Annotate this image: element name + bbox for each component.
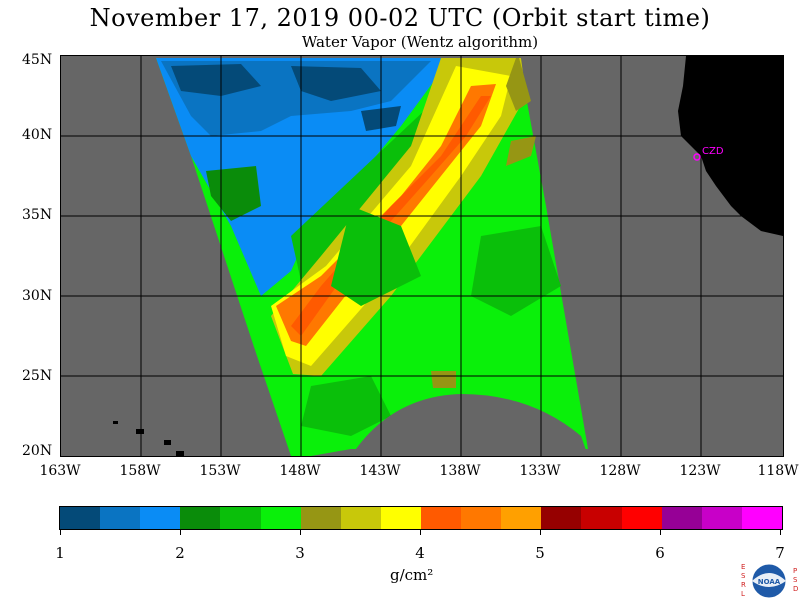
logo-letter-d: D <box>793 585 798 593</box>
colorbar-swatch-7 <box>300 507 341 529</box>
lon-label-123w: 123W <box>679 463 721 479</box>
north-america-land <box>678 56 783 236</box>
olive-patch-1 <box>506 58 531 111</box>
olive-patch-2 <box>506 136 536 166</box>
colorbar-tickmark <box>180 529 181 535</box>
map-title: November 17, 2019 00-02 UTC (Orbit start… <box>89 4 711 32</box>
lon-label-118w: 118W <box>757 463 799 479</box>
colorbar-swatch-1 <box>60 507 101 529</box>
colorbar-tickmark <box>780 529 781 535</box>
colorbar-tickmark <box>300 529 301 535</box>
noaa-logo: NOAA E S R L P S D <box>738 555 800 600</box>
colorbar-tickmark <box>60 529 61 535</box>
deep-blue-patch-2 <box>291 66 381 101</box>
colorbar-swatch-13 <box>541 507 582 529</box>
colorbar-tick-2: 2 <box>175 544 185 562</box>
lat-label-30n: 30N <box>22 288 53 304</box>
station-label: CZD <box>702 146 724 157</box>
lat-label-25n: 25N <box>22 368 53 384</box>
colorbar-tickmark <box>660 529 661 535</box>
lat-label-35n: 35N <box>22 207 53 223</box>
logo-letter-p: P <box>793 567 797 575</box>
colorbar-tick-1: 1 <box>55 544 65 562</box>
lon-label-158w: 158W <box>119 463 161 479</box>
lon-label-133w: 133W <box>519 463 561 479</box>
colorbar-swatch-8 <box>340 507 381 529</box>
station-marker <box>693 153 701 161</box>
map-canvas: CZD <box>61 56 783 456</box>
logo-letter-r: R <box>741 581 746 589</box>
hawaii-island-3 <box>164 440 171 445</box>
colorbar-tick-6: 6 <box>655 544 665 562</box>
deep-blue-patch-1 <box>171 64 261 96</box>
colorbar <box>59 506 783 530</box>
green-patch-3 <box>301 376 391 436</box>
colorbar-swatch-10 <box>420 507 462 529</box>
olive-patch-3 <box>431 371 456 388</box>
colorbar-tickmark <box>540 529 541 535</box>
logo-letter-l: L <box>741 590 745 598</box>
colorbar-swatch-17 <box>701 507 742 529</box>
water-vapor-map: CZD <box>60 55 784 457</box>
colorbar-swatch-16 <box>661 507 702 529</box>
lat-label-40n: 40N <box>22 127 53 143</box>
lon-label-163w: 163W <box>39 463 81 479</box>
green-patch-1 <box>331 206 421 306</box>
colorbar-swatch-18 <box>741 507 782 529</box>
logo-letter-s: S <box>741 572 746 580</box>
lat-label-20n: 20N <box>22 443 53 459</box>
colorbar-swatch-12 <box>501 507 542 529</box>
lon-label-153w: 153W <box>199 463 241 479</box>
hawaii-island-4 <box>176 451 184 456</box>
hawaii-island-1 <box>113 421 118 424</box>
colorbar-tick-4: 4 <box>415 544 425 562</box>
map-subtitle: Water Vapor (Wentz algorithm) <box>301 33 539 51</box>
colorbar-tick-5: 5 <box>535 544 545 562</box>
colorbar-swatch-9 <box>380 507 421 529</box>
colorbar-swatch-11 <box>461 507 502 529</box>
colorbar-tick-3: 3 <box>295 544 305 562</box>
colorbar-swatch-3 <box>140 507 181 529</box>
colorbar-swatch-5 <box>220 507 261 529</box>
lat-label-45n: 45N <box>22 52 53 68</box>
logo-letter-e: E <box>741 563 745 571</box>
colorbar-swatch-14 <box>581 507 622 529</box>
dark-green-patch <box>206 166 261 221</box>
noaa-logo-text: NOAA <box>758 578 781 586</box>
colorbar-swatch-15 <box>621 507 662 529</box>
colorbar-swatch-6 <box>260 507 301 529</box>
swath-gap <box>351 394 588 456</box>
lon-label-143w: 143W <box>359 463 401 479</box>
colorbar-swatch-4 <box>180 507 221 529</box>
hawaii-island-2 <box>136 429 144 434</box>
colorbar-tick-7: 7 <box>775 544 785 562</box>
colorbar-units: g/cm² <box>390 566 434 584</box>
logo-letter-s2: S <box>793 576 798 584</box>
map-grid <box>61 56 783 456</box>
lon-label-148w: 148W <box>279 463 321 479</box>
colorbar-swatch-2 <box>100 507 141 529</box>
lon-label-128w: 128W <box>599 463 641 479</box>
colorbar-tickmark <box>420 529 421 535</box>
lon-label-138w: 138W <box>439 463 481 479</box>
green-patch-2 <box>471 226 561 316</box>
